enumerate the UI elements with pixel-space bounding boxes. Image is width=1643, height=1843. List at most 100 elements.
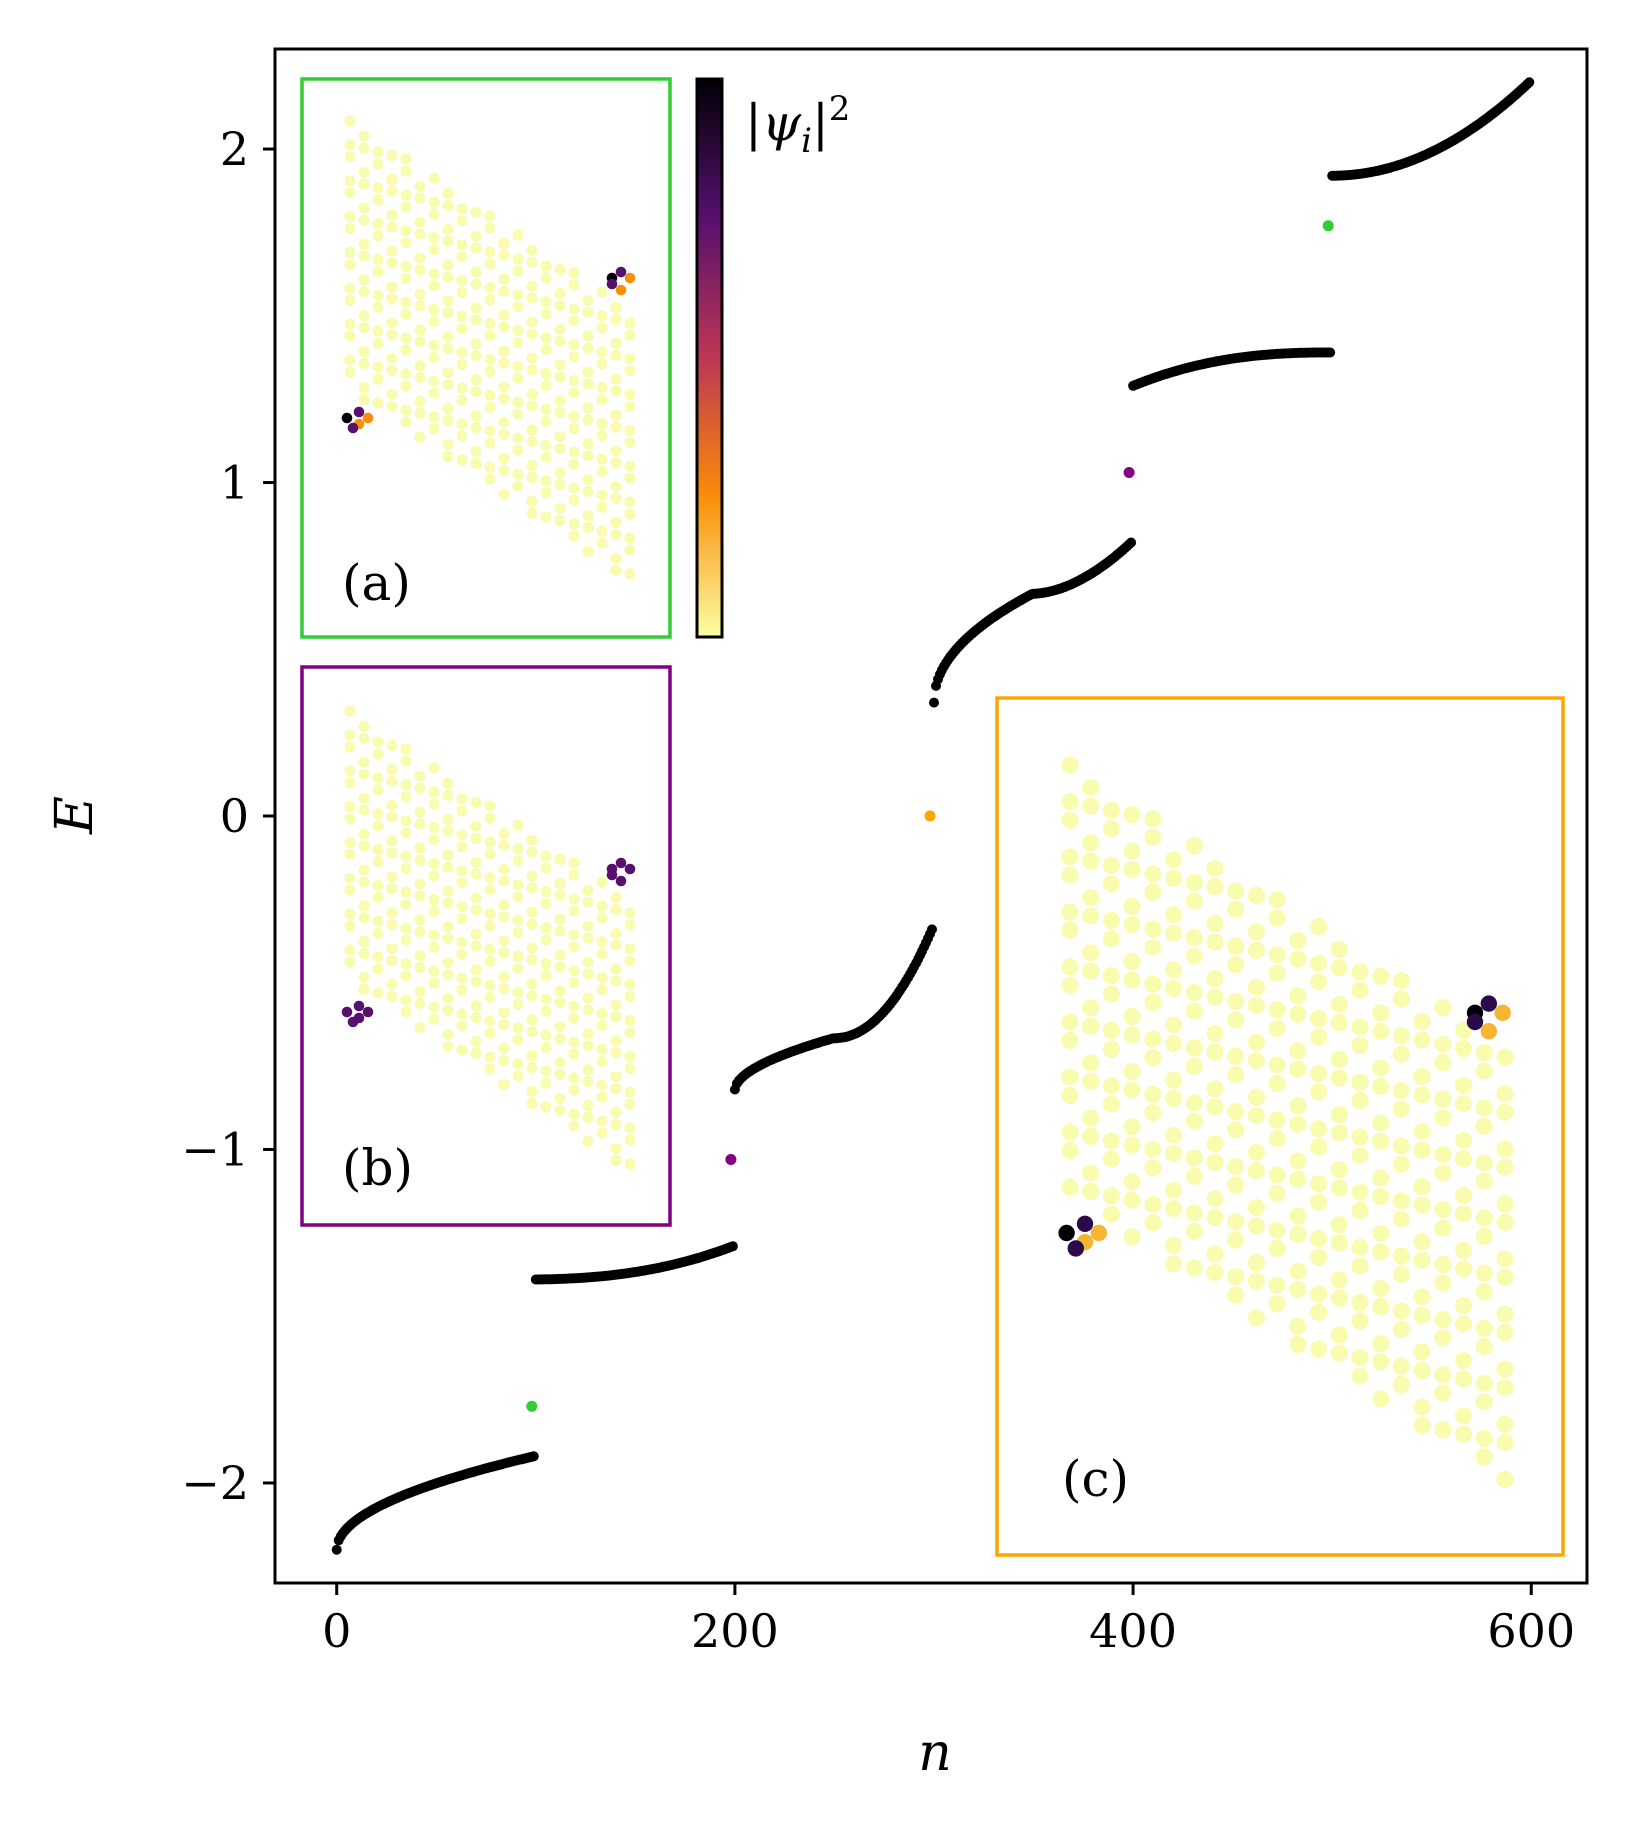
lattice-site	[596, 537, 608, 549]
lattice-site	[1392, 1100, 1410, 1118]
lattice-site	[456, 251, 468, 263]
lattice-site	[372, 855, 384, 868]
edge-site	[1067, 1240, 1085, 1257]
lattice-site	[1289, 1317, 1307, 1335]
lattice-site	[1102, 1095, 1120, 1113]
lattice-site	[386, 990, 398, 1003]
lattice-site	[512, 986, 524, 998]
lattice-site	[470, 904, 482, 916]
lattice-site	[1123, 842, 1141, 860]
lattice-site	[512, 950, 524, 963]
lattice-site	[344, 872, 356, 884]
colorbar: |ψi|2	[695, 77, 850, 639]
lattice-site	[400, 225, 412, 237]
lattice-site	[1247, 1052, 1265, 1070]
lattice-site	[386, 364, 398, 377]
lattice-site	[484, 1027, 496, 1039]
lattice-site	[568, 351, 580, 363]
lattice-site	[386, 293, 398, 305]
lattice-site	[1227, 1047, 1245, 1065]
inset-b: (b)	[300, 665, 672, 1227]
lattice-site	[442, 367, 454, 379]
lattice-site	[400, 994, 412, 1006]
lattice-site	[1061, 976, 1079, 994]
lattice-site	[582, 402, 594, 414]
lattice-site	[582, 521, 594, 534]
lattice-site	[358, 983, 370, 996]
lattice-site	[1144, 938, 1162, 957]
lattice-site	[1496, 1323, 1514, 1342]
lattice-site	[596, 1127, 608, 1139]
lattice-site	[484, 329, 496, 342]
lattice-site	[414, 997, 426, 1010]
lattice-site	[610, 975, 622, 987]
lattice-site	[568, 1108, 580, 1120]
lattice-site	[470, 1047, 482, 1059]
lattice-site	[1227, 992, 1245, 1010]
lattice-site	[554, 514, 566, 527]
lattice-site	[470, 820, 482, 832]
lattice-site	[1247, 923, 1265, 941]
lattice-site	[1061, 866, 1079, 884]
lattice-site	[414, 818, 426, 830]
lattice-site	[442, 777, 454, 790]
lattice-site	[456, 936, 468, 949]
lattice-site	[372, 182, 384, 194]
edge-site	[353, 1000, 365, 1012]
lattice-site	[540, 451, 552, 463]
lattice-site	[372, 879, 384, 892]
lattice-site	[400, 898, 412, 911]
lattice-site	[568, 869, 580, 881]
lattice-site	[512, 915, 524, 927]
lattice-site	[456, 805, 468, 817]
lattice-site	[1185, 1222, 1203, 1240]
lattice-site	[428, 762, 440, 774]
lattice-site	[372, 158, 384, 170]
lattice-site	[484, 979, 496, 991]
lattice-site	[456, 972, 468, 984]
lattice-site	[1082, 944, 1100, 962]
edge-site	[341, 412, 353, 424]
lattice-site	[1227, 1158, 1245, 1176]
lattice-site	[428, 941, 440, 953]
lattice-site	[1123, 805, 1141, 824]
lattice-site	[1082, 797, 1100, 815]
lattice-site	[498, 345, 510, 357]
lattice-site	[1082, 1072, 1100, 1090]
lattice-site	[1102, 930, 1120, 948]
lattice-site	[372, 820, 384, 832]
band-1	[331, 1451, 539, 1555]
lattice-site	[358, 345, 370, 358]
x-tick-label: 0	[322, 1604, 351, 1658]
lattice-site	[526, 1026, 538, 1038]
lattice-site	[498, 983, 510, 995]
lattice-site	[526, 388, 538, 400]
lattice-site	[1351, 1202, 1369, 1220]
lattice-site	[442, 957, 454, 969]
lattice-site	[400, 791, 412, 803]
lattice-site	[624, 1014, 636, 1027]
lattice-site	[1165, 1181, 1183, 1199]
lattice-site	[540, 957, 552, 970]
lattice-site	[358, 178, 370, 190]
lattice-site	[456, 322, 468, 335]
lattice-site	[372, 218, 384, 230]
data-point	[727, 1241, 738, 1252]
lattice-site	[484, 943, 496, 956]
lattice-site	[1061, 756, 1079, 774]
lattice-site	[582, 414, 594, 426]
lattice-site	[610, 1106, 622, 1119]
lattice-site	[442, 825, 454, 837]
lattice-site	[1434, 1090, 1452, 1108]
lattice-site	[1434, 1219, 1452, 1237]
lattice-site	[512, 855, 524, 867]
lattice-site	[1434, 1035, 1452, 1053]
lattice-site	[540, 934, 552, 946]
lattice-site	[456, 239, 468, 251]
lattice-site	[1227, 1176, 1245, 1194]
lattice-site	[386, 281, 398, 293]
lattice-site	[484, 246, 496, 258]
lattice-site	[610, 301, 622, 313]
lattice-site	[1268, 964, 1286, 982]
lattice-site	[582, 896, 594, 908]
